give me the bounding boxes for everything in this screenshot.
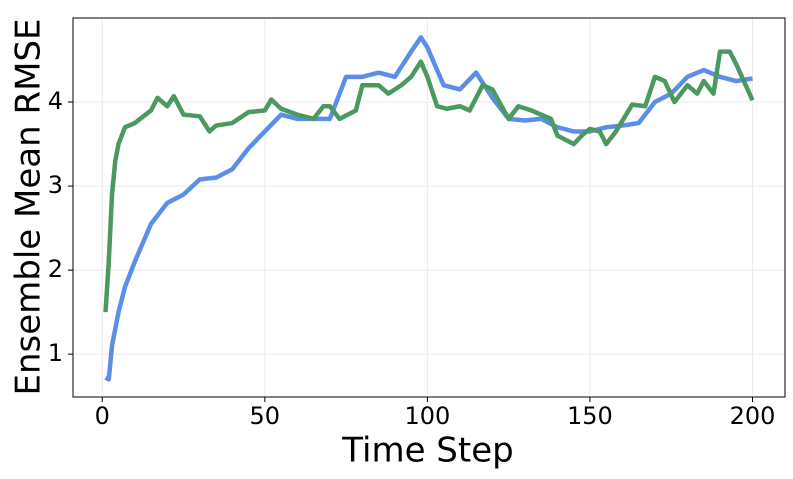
x-tick-label: 200 [730,402,776,430]
data-line [104,35,753,382]
x-tick-label: 100 [404,402,450,430]
x-tick-label: 150 [567,402,613,430]
x-tick-label: 0 [95,402,110,430]
y-axis-label: Ensemble Mean RMSE [9,18,49,395]
data-line [103,49,755,313]
y-tick-label: 2 [48,255,63,283]
y-tick-label: 4 [48,87,63,115]
y-tick-label: 1 [48,339,63,367]
y-tick-label: 3 [48,171,63,199]
plot-frame [72,17,786,398]
x-tick-label: 50 [250,402,281,430]
x-axis-label: Time Step [341,431,513,471]
